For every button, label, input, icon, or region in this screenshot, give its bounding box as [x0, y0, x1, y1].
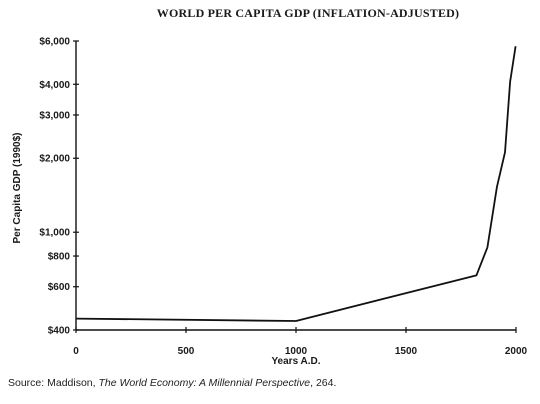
y-tick-label: $3,000: [39, 110, 70, 121]
source-prefix: Source: Maddison,: [8, 377, 99, 389]
y-tick-label: $6,000: [39, 37, 70, 48]
gdp-per-capita-line: [75, 46, 517, 322]
source-suffix: , 264.: [310, 377, 337, 389]
x-tick-label: 2000: [505, 346, 528, 357]
x-axis-label: Years A.D.: [271, 356, 320, 367]
chart: WORLD PER CAPITA GDP (INFLATION-ADJUSTED…: [12, 6, 528, 367]
x-tick-label: 0: [73, 346, 79, 357]
x-tick-label: 500: [178, 346, 195, 357]
x-tick-label: 1000: [285, 346, 308, 357]
series-layer: [75, 46, 517, 322]
axes: [75, 41, 516, 331]
y-axis-label: Per Capita GDP (1990$): [12, 133, 23, 244]
chart-title: WORLD PER CAPITA GDP (INFLATION-ADJUSTED…: [157, 6, 459, 20]
x-tick-label: 1500: [395, 346, 418, 357]
source-work-title: The World Economy: A Millennial Perspect…: [98, 377, 311, 389]
y-tick-label: $800: [48, 252, 71, 263]
y-tick-label: $400: [48, 326, 71, 337]
y-tick-label: $4,000: [39, 80, 70, 91]
y-tick-label: $2,000: [39, 154, 70, 165]
y-tick-label: $1,000: [39, 228, 70, 239]
ticks: $400 $600 $800 $1,000 $2,000 $3,000 $4,000 $6,0…: [39, 37, 527, 358]
source-note: Source: Maddison, The World Economy: A M…: [8, 377, 336, 389]
y-tick-label: $600: [48, 282, 71, 293]
